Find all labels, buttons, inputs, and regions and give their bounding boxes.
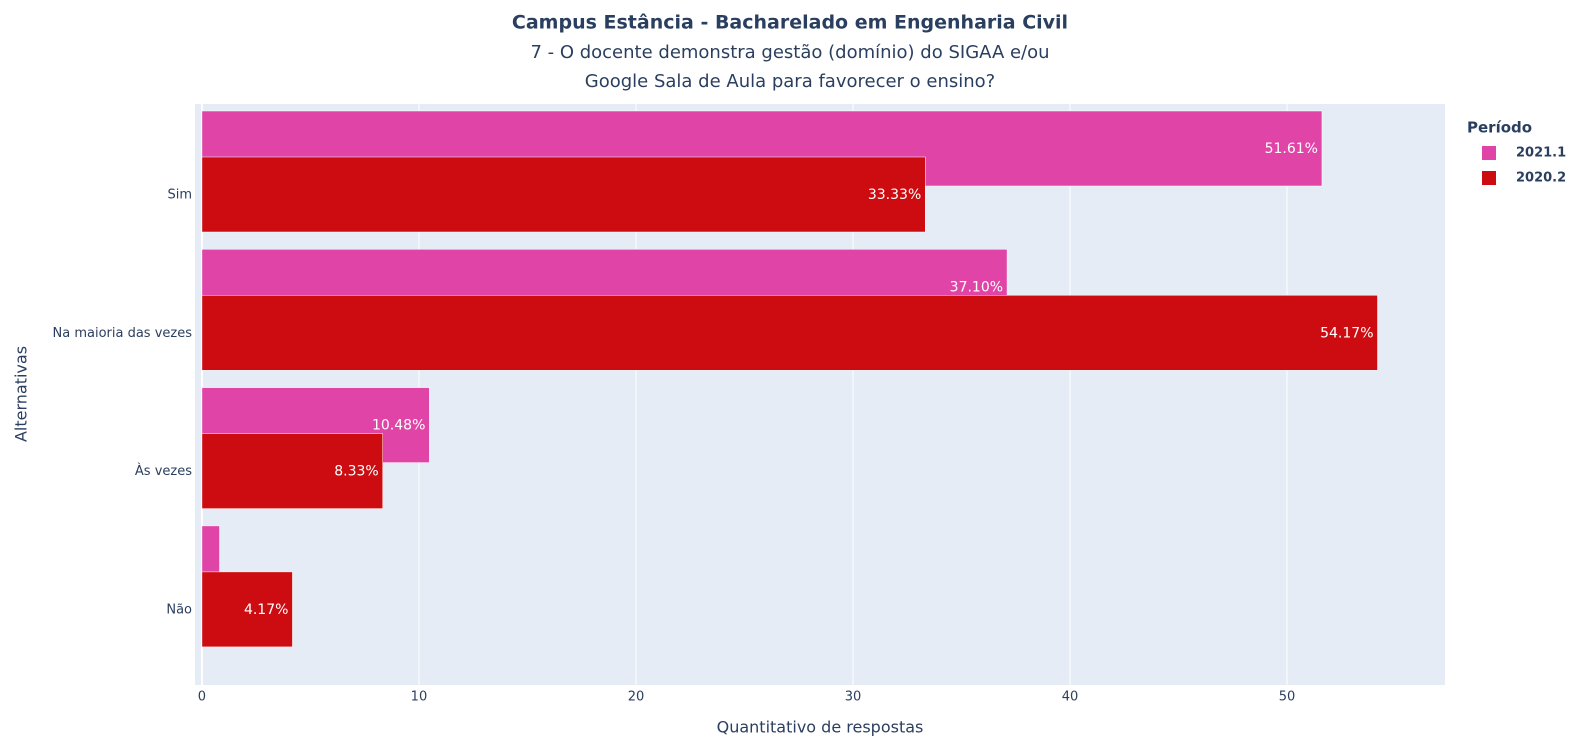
data-label: 8.33% xyxy=(334,464,378,480)
x-tick-label: 10 xyxy=(411,690,428,705)
x-axis-title: Quantitativo de respostas xyxy=(717,718,924,737)
chart-title: Campus Estância - Bacharelado em Engenha… xyxy=(512,12,1068,34)
bar xyxy=(201,433,383,509)
data-label: 54.17% xyxy=(1320,325,1373,341)
x-tick-label: 50 xyxy=(1279,690,1296,705)
data-label: 37.10% xyxy=(950,279,1003,295)
x-tick-label: 40 xyxy=(1062,690,1079,705)
bar xyxy=(201,156,926,233)
x-tick-label: 0 xyxy=(198,690,206,705)
y-tick-label: Às vezes xyxy=(135,463,192,479)
legend-title: Período xyxy=(1467,119,1532,137)
x-tick-label: 30 xyxy=(845,690,862,705)
y-tick-label: Sim xyxy=(167,188,192,203)
legend-swatch xyxy=(1482,171,1496,185)
x-tick-label: 20 xyxy=(628,690,645,705)
data-label: 51.61% xyxy=(1265,141,1318,157)
legend-label: 2020.2 xyxy=(1516,171,1566,186)
legend-label: 2021.1 xyxy=(1516,146,1566,161)
y-tick-label: Na maioria das vezes xyxy=(53,326,193,341)
chart-subtitle: 7 - O docente demonstra gestão (domínio)… xyxy=(530,42,1049,63)
y-tick-label: Não xyxy=(166,602,192,617)
data-label: 4.17% xyxy=(244,602,288,618)
data-label: 10.48% xyxy=(372,418,425,434)
bar xyxy=(201,295,1378,371)
legend-swatch xyxy=(1482,146,1496,160)
data-label: 33.33% xyxy=(868,187,921,203)
bar xyxy=(201,571,293,648)
chart-subtitle: Google Sala de Aula para favorecer o ens… xyxy=(585,71,995,92)
y-axis-title: Alternativas xyxy=(12,346,31,442)
